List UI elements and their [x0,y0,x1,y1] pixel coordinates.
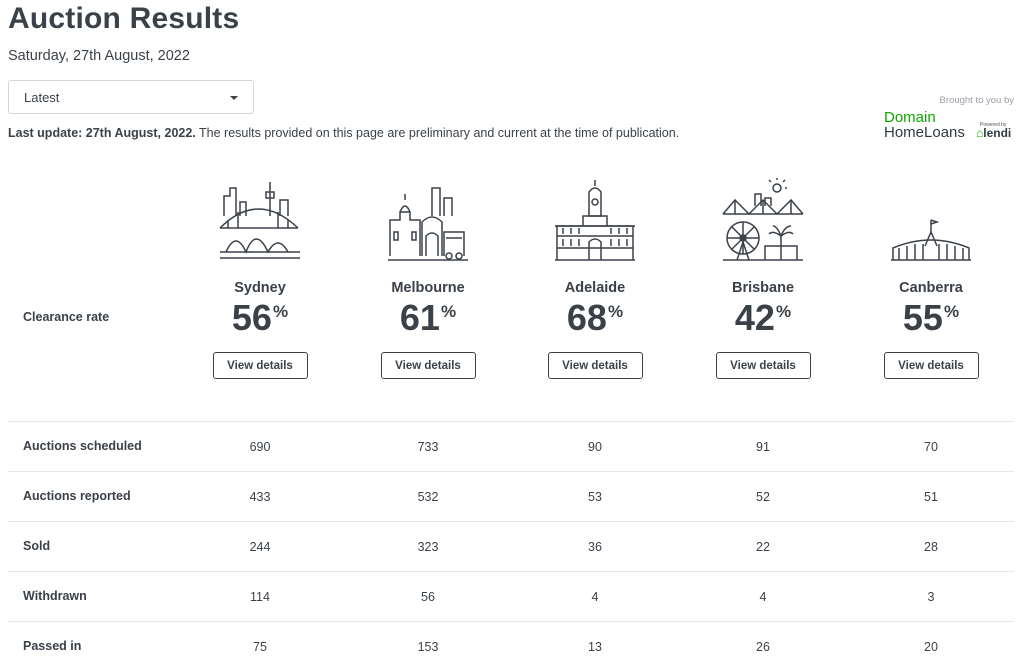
table-cell: 52 [756,490,770,504]
table-cell: 28 [924,540,938,554]
table-cell: 244 [249,540,271,554]
last-update-label: Last update: 27th August, 2022. [8,126,196,140]
canberra-parliament-icon [891,219,971,261]
table-cell: 22 [756,540,770,554]
city-name: Canberra [899,280,963,296]
logo-partner: ⌂lendi [976,126,1011,140]
view-details-button[interactable]: View details [212,352,308,379]
last-update-note: Last update: 27th August, 2022. The resu… [8,126,679,140]
table-cell: 70 [924,440,938,454]
table-cell: 153 [417,640,439,654]
rate-number: 56 [231,297,272,338]
table-cell: 4 [759,590,767,604]
view-details-button[interactable]: View details [380,352,476,379]
table-row: Auctions reported 433 532 53 52 51 [8,471,1014,521]
percent-sign: % [943,302,960,321]
page-title: Auction Results [8,2,240,35]
logo-powered-text: Powered by [980,122,1007,128]
city-column-sydney: Sydney 56% View details [185,176,335,379]
lendi-house-icon: ⌂ [976,126,984,140]
table-row: Passed in 75 153 13 26 20 [8,621,1014,660]
rate-number: 42 [734,297,775,338]
city-name: Melbourne [391,280,465,296]
view-details-button[interactable]: View details [715,352,811,379]
percent-sign: % [607,302,624,321]
city-column-adelaide: Adelaide 68% View details [520,176,670,379]
table-cell: 13 [588,640,602,654]
row-label: Auctions reported [23,489,131,503]
table-cell: 75 [253,640,267,654]
melbourne-skyline-icon [388,187,468,261]
table-cell: 90 [588,440,602,454]
period-select[interactable]: Latest [8,80,254,114]
table-cell: 53 [588,490,602,504]
table-cell: 56 [421,590,435,604]
rate-number: 55 [902,297,943,338]
city-name: Sydney [234,280,286,296]
table-cell: 323 [417,540,439,554]
clearance-rate-value: 61% [353,300,503,336]
logo-partner-text: lendi [983,126,1012,140]
table-cell: 690 [249,440,271,454]
table-cell: 51 [924,490,938,504]
row-label: Sold [23,539,51,553]
clearance-rate-value: 68% [520,300,670,336]
sydney-skyline-icon [219,182,300,259]
table-cell: 4 [591,590,599,604]
view-details-button[interactable]: View details [547,352,643,379]
city-column-canberra: Canberra 55% View details [856,176,1006,379]
table-cell: 3 [927,590,935,604]
clearance-rate-value: 55% [856,300,1006,336]
brisbane-skyline-icon [722,178,804,261]
clearance-rate-value: 42% [688,300,838,336]
sponsor-caption: Brought to you by [939,95,1014,106]
rate-number: 61 [399,297,440,338]
view-details-button[interactable]: View details [883,352,979,379]
row-label: Auctions scheduled [23,439,142,453]
percent-sign: % [440,302,457,321]
percent-sign: % [272,302,289,321]
table-cell: 532 [417,490,439,504]
logo-domain-text: Domain [884,109,936,126]
percent-sign: % [775,302,792,321]
row-label: Withdrawn [23,589,87,603]
table-row: Auctions scheduled 690 733 90 91 70 [8,421,1014,471]
row-label: Passed in [23,639,82,653]
period-select-value: Latest [24,90,60,105]
table-cell: 733 [417,440,439,454]
table-cell: 114 [250,590,270,604]
table-row: Sold 244 323 36 22 28 [8,521,1014,571]
table-row: Withdrawn 114 56 4 4 3 [8,571,1014,621]
city-name: Adelaide [564,280,626,296]
table-cell: 36 [588,540,602,554]
clearance-rate-value: 56% [185,300,335,336]
table-cell: 91 [756,440,770,454]
rate-number: 68 [566,297,607,338]
sponsor-logo[interactable]: Domain HomeLoans Powered by ⌂lendi [884,109,1024,143]
clearance-rate-label: Clearance rate [23,310,110,324]
adelaide-building-icon [555,180,635,261]
last-update-text: The results provided on this page are pr… [195,126,680,140]
table-cell: 433 [249,490,271,504]
table-cell: 26 [756,640,770,654]
city-column-melbourne: Melbourne 61% View details [353,176,503,379]
chevron-down-icon [230,96,238,100]
city-name: Brisbane [731,280,795,296]
logo-homeloans-text: HomeLoans [884,124,965,141]
city-column-brisbane: Brisbane 42% View details [688,176,838,379]
table-cell: 20 [924,640,938,654]
page-date: Saturday, 27th August, 2022 [8,48,190,64]
